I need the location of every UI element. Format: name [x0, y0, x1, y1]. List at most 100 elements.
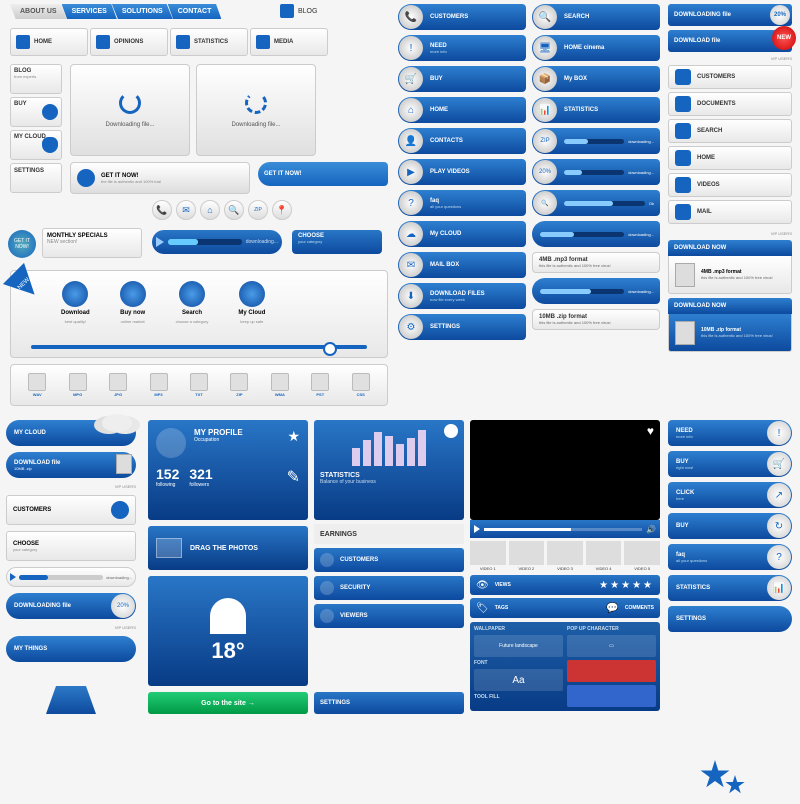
rb-buy[interactable]: BUY↻	[668, 513, 792, 539]
filetype-mp3[interactable]: MP3	[150, 373, 168, 397]
act-buy[interactable]: Buy nowonline market	[120, 281, 146, 324]
pill-faq[interactable]: ?faqall your questions	[398, 190, 526, 216]
filetype-wma[interactable]: WMA	[271, 373, 289, 397]
monthly-specials[interactable]: MONTHLY SPECIALSNEW section!	[42, 228, 142, 258]
act-cloud[interactable]: My Cloudkeep up safe	[238, 281, 265, 324]
pill-customers[interactable]: 📞CUSTOMERS	[398, 4, 526, 30]
wallpaper-opt[interactable]: Future landscape	[474, 635, 563, 657]
pill-my box[interactable]: 📦My BOX	[532, 66, 660, 92]
slider[interactable]	[31, 345, 367, 349]
drag-photos-panel[interactable]: DRAG THE PHOTOS	[148, 526, 308, 570]
side-cloud[interactable]: MY CLOUD	[10, 130, 62, 160]
views-row[interactable]: 👁VIEWS★★★★★	[470, 575, 660, 595]
phone-icon[interactable]: 📞	[152, 200, 172, 220]
mythings-pill[interactable]: MY THINGS	[6, 636, 136, 662]
color-swatch-1[interactable]	[567, 660, 656, 682]
cta-get-it-blue[interactable]: GET IT NOW!	[258, 162, 388, 186]
rb-need[interactable]: NEEDmore info!	[668, 420, 792, 446]
act-download[interactable]: Downloadbest quality!	[61, 281, 90, 324]
rb-settings[interactable]: SETTINGS	[668, 606, 792, 632]
nav-contact[interactable]: CONTACT	[168, 4, 222, 19]
video-screen[interactable]: ♥	[470, 420, 660, 520]
progress-pill-a[interactable]: downloading...	[532, 221, 660, 247]
pill-download files[interactable]: ⬇DOWNLOAD FILESnow file every week	[398, 283, 526, 309]
video-thumb[interactable]: VIDEO 2	[509, 541, 545, 571]
volume-icon[interactable]: 🔊	[646, 525, 656, 534]
mail-icon[interactable]: ✉	[176, 200, 196, 220]
rb-click[interactable]: CLICKhere↗	[668, 482, 792, 508]
pin-icon[interactable]: 📍	[272, 200, 292, 220]
nav-solutions[interactable]: SOLUTIONS	[112, 4, 173, 19]
nav-services[interactable]: SERVICES	[62, 4, 117, 19]
edit-icon[interactable]: ✎	[287, 467, 300, 487]
pill-my cloud[interactable]: ☁My CLOUD	[398, 221, 526, 247]
color-swatch-2[interactable]	[567, 685, 656, 707]
filetype-css[interactable]: CSS	[352, 373, 370, 397]
progress-pill-4[interactable]: ZIPdownloading...	[532, 128, 660, 154]
pill-home[interactable]: ⌂HOME	[398, 97, 526, 123]
heart-icon[interactable]: ♥	[647, 424, 654, 438]
row-customers[interactable]: CUSTOMERS	[668, 65, 792, 89]
download-file-btn[interactable]: DOWNLOAD fileNEW	[668, 30, 792, 52]
pill-buy[interactable]: 🛒BUY	[398, 66, 526, 92]
filetype-txt[interactable]: TXT	[190, 373, 208, 397]
row-home[interactable]: HOME	[668, 146, 792, 170]
nav-media[interactable]: MEDIA	[250, 28, 328, 56]
pill-home cinema[interactable]: 🖥HOME cinema	[532, 35, 660, 61]
filetype-wav[interactable]: WAV	[28, 373, 46, 397]
progress-pill-6[interactable]: 🔍Ok	[532, 190, 660, 216]
mini-progress[interactable]: downloading...	[6, 567, 136, 587]
rb-buy[interactable]: BUYright now!🛒	[668, 451, 792, 477]
settings-bar[interactable]: SETTINGS	[314, 692, 464, 714]
customers-btn[interactable]: CUSTOMERS	[6, 495, 136, 525]
pill-need[interactable]: !NEEDmore info	[398, 35, 526, 61]
font-sample[interactable]: Aa	[474, 669, 563, 691]
side-settings[interactable]: SETTINGS	[10, 163, 62, 193]
side-blog[interactable]: BLOGfrom experts	[10, 64, 62, 94]
act-search[interactable]: Searchchoose a category	[176, 281, 209, 324]
choose-button[interactable]: CHOOSEyour category	[292, 230, 382, 254]
nav-opinions[interactable]: OPINIONS	[90, 28, 168, 56]
dash-viewers[interactable]: VIEWERS	[314, 604, 464, 628]
pill-contacts[interactable]: 👤CONTACTS	[398, 128, 526, 154]
progress-bar-blue[interactable]: downloading...	[152, 230, 282, 254]
nav-statistics[interactable]: STATISTICS	[170, 28, 248, 56]
star-icon[interactable]: ★	[287, 428, 300, 445]
progress-pill-b[interactable]: downloading...	[532, 278, 660, 304]
downloading-file-btn[interactable]: DOWNLOADING file20%	[668, 4, 792, 26]
dlfile-pill[interactable]: DOWNLOAD file10MB .zip	[6, 452, 136, 478]
filetype-zip[interactable]: ZIP	[230, 373, 248, 397]
pill-mail box[interactable]: ✉MAIL BOX	[398, 252, 526, 278]
nav-home[interactable]: HOME	[10, 28, 88, 56]
star-rating[interactable]: ★★★★★	[599, 580, 654, 591]
choose-btn-2[interactable]: CHOOSEyour category	[6, 531, 136, 561]
video-thumb[interactable]: VIDEO 3	[547, 541, 583, 571]
pill-play videos[interactable]: ▶PLAY VIDEOS	[398, 159, 526, 185]
dling-pill[interactable]: DOWNLOADING file20%	[6, 593, 136, 619]
info-icon[interactable]	[444, 424, 458, 438]
search-icon[interactable]: 🔍	[224, 200, 244, 220]
video-thumb[interactable]: VIDEO 5	[624, 541, 660, 571]
home-icon[interactable]: ⌂	[200, 200, 220, 220]
dash-security[interactable]: SECURITY	[314, 576, 464, 600]
pill-statistics[interactable]: 📊STATISTICS	[532, 97, 660, 123]
mycloud-pill[interactable]: MY CLOUD	[6, 420, 136, 446]
tags-row[interactable]: 🏷TAGS💬COMMENTS	[470, 598, 660, 618]
blog-tab[interactable]: BLOG	[280, 4, 317, 18]
nav-about[interactable]: ABOUT US	[10, 4, 67, 19]
video-progress[interactable]	[484, 528, 642, 531]
dash-customers[interactable]: CUSTOMERS	[314, 548, 464, 572]
row-videos[interactable]: VIDEOS	[668, 173, 792, 197]
play-icon[interactable]	[474, 525, 480, 533]
go-to-site-button[interactable]: Go to the site →	[148, 692, 308, 714]
filetype-jpg[interactable]: JPG	[109, 373, 127, 397]
video-thumb[interactable]: VIDEO 1	[470, 541, 506, 571]
side-buy[interactable]: BUY	[10, 97, 62, 127]
char-opt[interactable]: ▭	[567, 635, 656, 657]
rb-faq[interactable]: faqall your questions?	[668, 544, 792, 570]
progress-pill-5[interactable]: 20%downloading...	[532, 159, 660, 185]
row-mail[interactable]: MAIL	[668, 200, 792, 224]
filetype-mpg[interactable]: MPG	[69, 373, 87, 397]
get-it-badge[interactable]: GET IT NOW!	[8, 230, 36, 258]
row-search[interactable]: SEARCH	[668, 119, 792, 143]
